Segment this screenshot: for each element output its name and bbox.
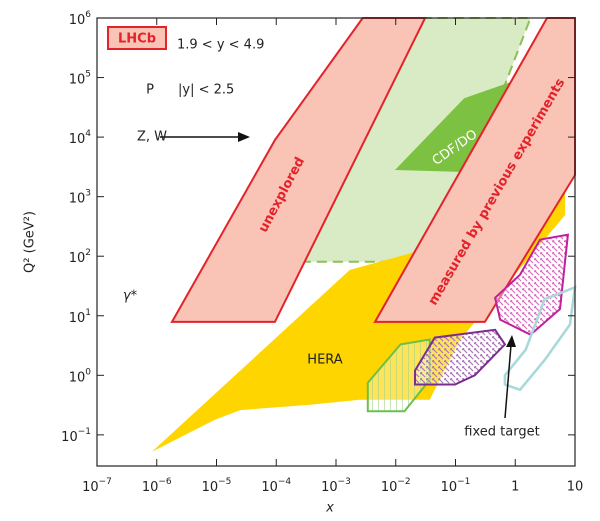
x-tick-label: 10−5 xyxy=(202,477,232,495)
zw-arrowhead xyxy=(238,132,250,142)
x-tick-label: 10−2 xyxy=(381,477,411,495)
x-tick-label: 10−7 xyxy=(82,477,112,495)
tick-exponent: 6 xyxy=(85,10,91,20)
tick-exponent: −1 xyxy=(457,477,470,487)
tick-exponent: −4 xyxy=(278,477,292,487)
x-axis-label: x xyxy=(325,501,334,516)
tick-exponent: 1 xyxy=(85,307,91,317)
x-tick-label: 10−3 xyxy=(321,477,351,495)
tick-base: 10 xyxy=(381,480,398,495)
annotation: |y| < 2.5 xyxy=(178,83,234,98)
tick-base: 10 xyxy=(69,13,86,28)
y-tick-label: 100 xyxy=(69,367,92,385)
tick-exponent: 5 xyxy=(85,69,91,79)
tick-exponent: −3 xyxy=(338,477,351,487)
annotation: P xyxy=(146,83,154,98)
annotation: fixed target xyxy=(464,425,539,440)
y-tick-label: 101 xyxy=(69,307,91,325)
y-axis-label: Q² (GeV²) xyxy=(23,211,38,273)
tick-base: 10 xyxy=(69,191,86,206)
tick-base: 10 xyxy=(69,72,86,87)
tick-base: 10 xyxy=(321,480,338,495)
x-tick-label: 1 xyxy=(511,480,519,495)
tick-base: 10 xyxy=(69,251,86,266)
lhcb-box xyxy=(107,26,167,50)
tick-base: 10 xyxy=(69,132,86,147)
annotation: LHCb xyxy=(118,32,156,47)
tick-base: 10 xyxy=(61,429,78,444)
tick-exponent: −7 xyxy=(99,477,112,487)
region-label: HERA xyxy=(307,353,342,368)
tick-exponent: 0 xyxy=(85,367,91,377)
fixed-target-arrow xyxy=(504,344,512,419)
y-tick-label: 102 xyxy=(69,248,91,266)
fixed-target-arrowhead xyxy=(506,335,516,347)
annotation: γ* xyxy=(123,289,138,304)
tick-exponent: −1 xyxy=(78,426,91,436)
tick-base: 10 xyxy=(261,480,278,495)
tick-exponent: 2 xyxy=(85,248,91,258)
tick-base: 10 xyxy=(202,480,219,495)
y-tick-label: 106 xyxy=(69,10,92,28)
region xyxy=(493,233,570,336)
region xyxy=(414,328,507,386)
tick-exponent: 3 xyxy=(85,188,91,198)
x-tick-label: 10−4 xyxy=(261,477,291,495)
y-tick-label: 10−1 xyxy=(61,426,91,444)
tick-exponent: −6 xyxy=(158,477,172,487)
y-tick-label: 104 xyxy=(69,129,92,147)
x-tick-label: 10−6 xyxy=(142,477,172,495)
x-tick-label: 10−1 xyxy=(441,477,471,495)
x-tick-label: 10 xyxy=(567,480,584,495)
tick-exponent: −2 xyxy=(397,477,410,487)
tick-base: 10 xyxy=(69,370,86,385)
annotation: Z, W xyxy=(137,130,167,145)
tick-base: 10 xyxy=(441,480,458,495)
tick-base: 10 xyxy=(69,310,86,325)
y-tick-label: 103 xyxy=(69,188,91,206)
annotation: 1.9 < y < 4.9 xyxy=(177,38,264,53)
tick-base: 10 xyxy=(82,480,99,495)
y-tick-label: 105 xyxy=(69,69,91,87)
region xyxy=(503,285,577,392)
tick-exponent: −5 xyxy=(218,477,231,487)
tick-exponent: 4 xyxy=(85,129,91,139)
tick-base: 10 xyxy=(142,480,159,495)
